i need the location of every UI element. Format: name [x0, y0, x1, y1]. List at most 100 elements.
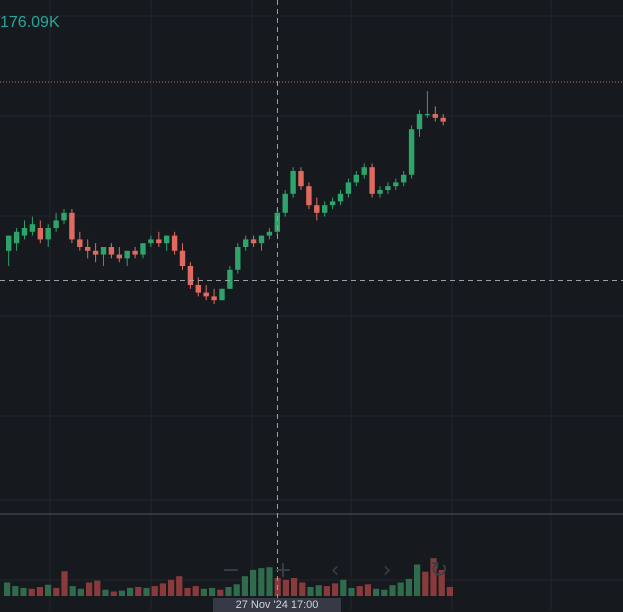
volume-bar-down [323, 586, 330, 596]
candle-up [164, 235, 170, 244]
candle-down [195, 285, 201, 293]
candle-down [85, 247, 91, 251]
candle-up [337, 193, 344, 202]
zoom-out-button[interactable]: − [221, 558, 241, 583]
candle-down [306, 186, 312, 206]
candle-down [369, 167, 375, 194]
volume-bar-down [61, 571, 68, 596]
candle-up [408, 129, 415, 175]
candle-up [124, 250, 130, 259]
candle-down [179, 250, 186, 266]
candle-down [108, 247, 115, 255]
candle-down [92, 250, 99, 255]
candle-down [187, 266, 194, 285]
candle-up [45, 228, 51, 240]
candle-up [274, 212, 280, 232]
volume-bar-down [282, 579, 289, 596]
volume-bar-up [340, 579, 347, 596]
volume-bar-down [151, 586, 158, 596]
candle-up [393, 182, 399, 187]
reset-chart-button[interactable]: ↻ [429, 558, 449, 583]
candle-up [290, 171, 296, 194]
volume-bar-up [241, 576, 248, 596]
candle-down [37, 228, 43, 240]
candle-up [148, 239, 154, 244]
candle-up [235, 247, 241, 270]
scroll-left-button[interactable]: ‹ [330, 558, 340, 583]
candle-series [6, 91, 446, 304]
candle-up [322, 205, 328, 213]
volume-bar-up [77, 588, 84, 596]
volume-bar-up [225, 587, 232, 596]
volume-bar-up [307, 587, 314, 596]
volume-bar-down [28, 588, 35, 596]
candle-down [69, 212, 75, 240]
candle-up [243, 239, 249, 247]
volume-bar-down [159, 583, 166, 596]
candle-up [21, 228, 28, 236]
volume-bar-up [12, 586, 19, 596]
candle-up [385, 186, 391, 190]
volume-bar-up [209, 587, 216, 596]
volume-bar-up [20, 587, 27, 596]
candle-up [258, 235, 265, 244]
candle-down [250, 239, 257, 244]
candle-up [401, 174, 407, 183]
candle-down [314, 205, 320, 213]
candle-up [53, 220, 59, 228]
volume-bar-down [168, 579, 175, 596]
volume-bar-down [291, 578, 298, 596]
candle-up [61, 212, 67, 221]
candle-up [227, 269, 233, 289]
candle-up [140, 243, 146, 255]
volume-bar-up [348, 587, 355, 596]
volume-bar-down [36, 587, 43, 596]
volume-bar-up [69, 586, 76, 596]
volume-bar-down [53, 587, 60, 596]
volume-bar-up [45, 584, 52, 596]
volume-bar-up [397, 582, 404, 596]
volume-bar-up [381, 589, 388, 596]
volume-bar-down [176, 576, 183, 596]
candle-up [219, 288, 225, 301]
candle-up [345, 182, 352, 194]
volume-bar-up [200, 588, 207, 596]
volume-bar-up [127, 587, 134, 596]
volume-bar-down [356, 586, 363, 596]
crosshair-time-label: 27 Nov '24 17:00 [213, 598, 341, 612]
candle-down [132, 250, 138, 255]
volume-bar-down [110, 591, 117, 596]
candle-down [116, 254, 122, 259]
volume-series [4, 558, 453, 596]
volume-bar-up [315, 585, 322, 596]
candle-down [171, 235, 178, 251]
candle-up [13, 231, 20, 244]
volume-bar-up [405, 578, 412, 596]
volume-bar-down [217, 589, 224, 596]
candle-down [77, 239, 83, 247]
candle-up [100, 247, 107, 255]
candle-down [203, 292, 209, 297]
volume-bar-down [86, 582, 93, 596]
volume-bar-up [4, 582, 11, 596]
volume-bar-down [364, 584, 371, 596]
candle-up [329, 201, 336, 206]
volume-bar-up [414, 564, 421, 596]
scroll-right-button[interactable]: › [382, 558, 392, 583]
candle-down [432, 114, 438, 118]
volume-bar-down [438, 569, 445, 596]
candle-up [282, 193, 288, 213]
volume-bar-down [135, 587, 142, 596]
volume-bar-down [332, 583, 339, 596]
candle-up [29, 224, 36, 232]
volume-bar-up [143, 587, 150, 596]
volume-bar-down [184, 587, 191, 596]
volume-bar-down [94, 580, 101, 596]
candle-up [416, 114, 423, 130]
zoom-in-button[interactable]: + [273, 558, 293, 583]
volume-bar-up [233, 584, 240, 596]
volume-bar-up [373, 588, 380, 596]
candle-up [377, 190, 383, 194]
